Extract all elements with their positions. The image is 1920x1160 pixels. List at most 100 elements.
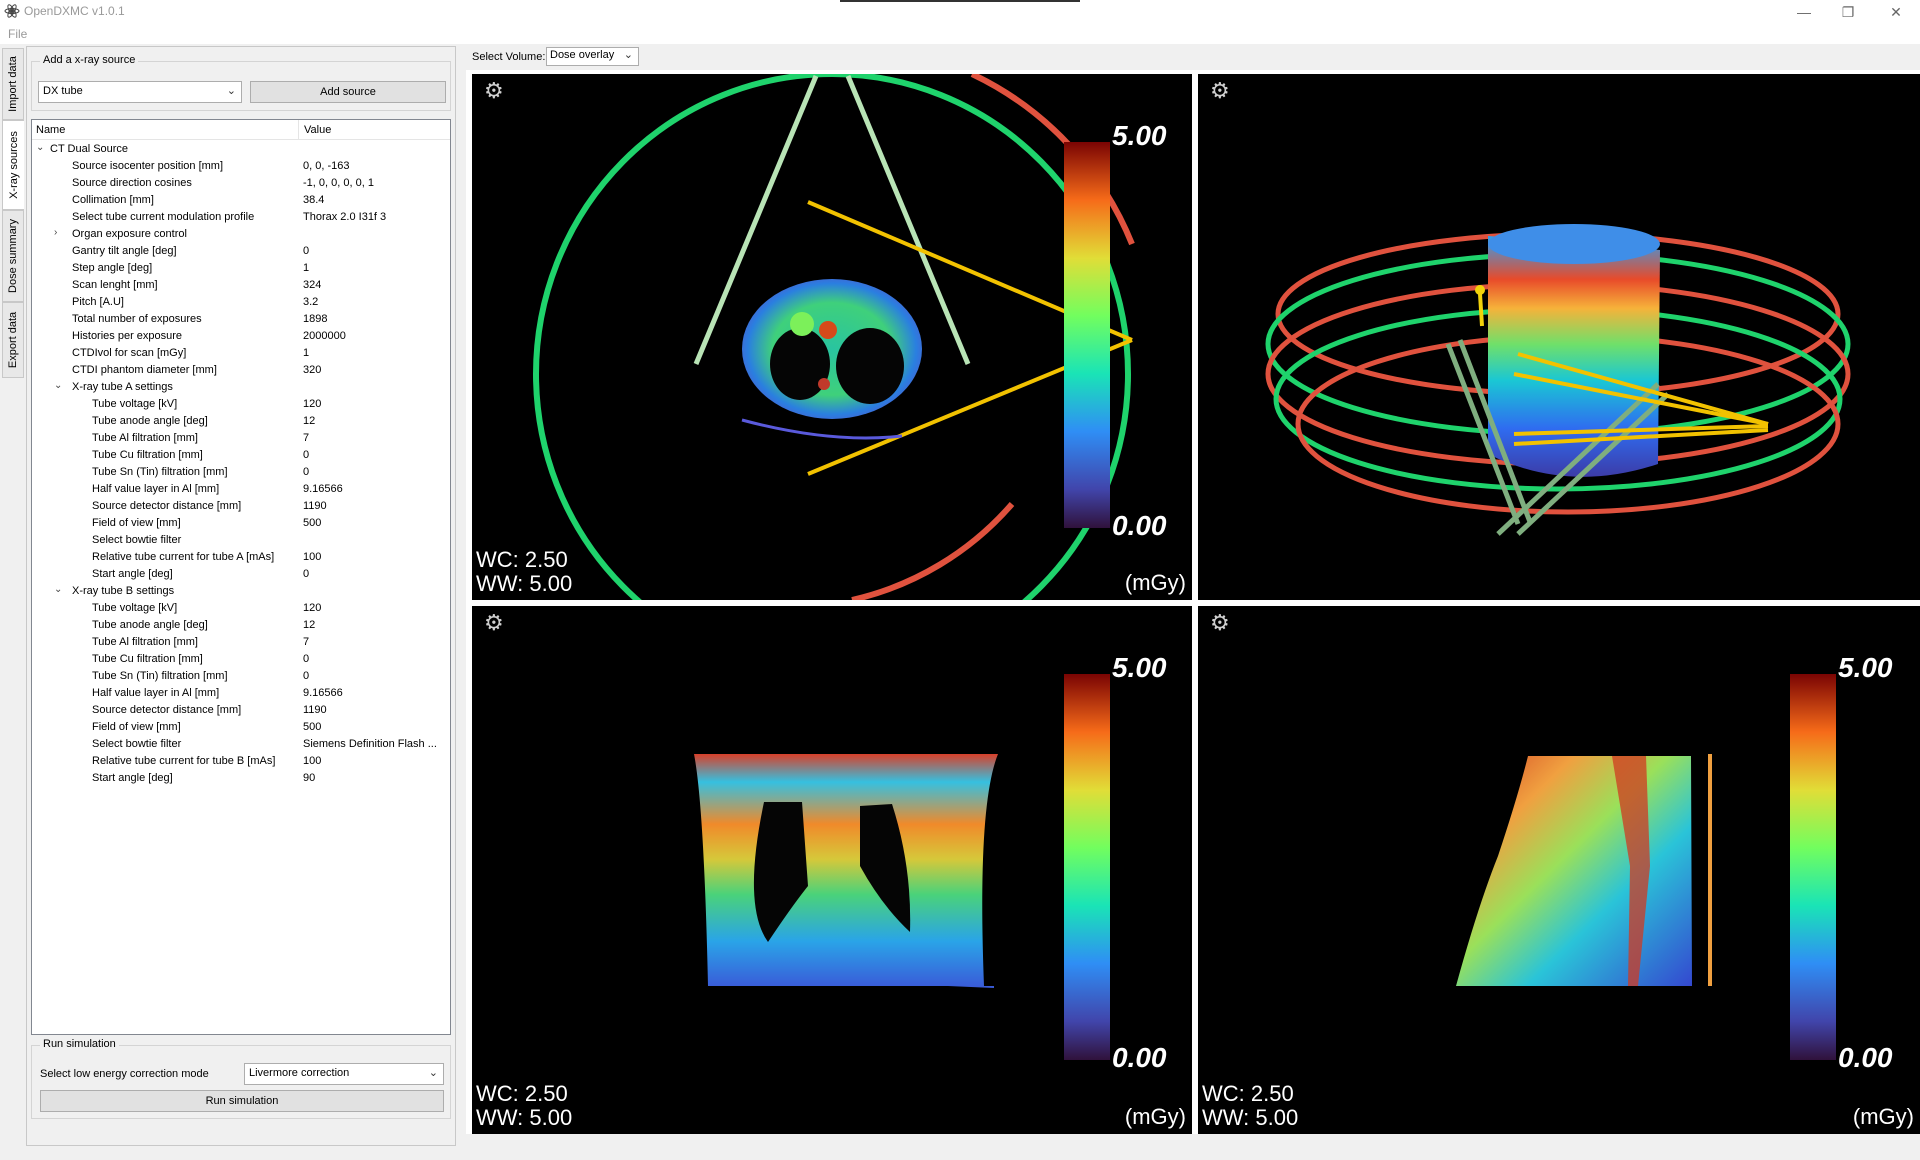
tree-row-value[interactable]: 1190 [303,500,327,512]
restore-icon[interactable]: ❐ [1841,4,1855,20]
gear-icon[interactable]: ⚙ [1210,610,1230,635]
tree-row[interactable]: ⌄ X-ray tube B settings [32,583,450,600]
tree-row[interactable]: Tube Cu filtration [mm] 0 [32,447,450,464]
viewport-coronal[interactable]: ⚙ 5.00 0.00 WC: 2.50 WW: 5.00 (mGy) [472,606,1192,1134]
tree-row-value[interactable]: 7 [303,432,310,444]
tree-row-value[interactable]: 500 [303,721,322,733]
tree-row-value[interactable]: 0 [303,449,310,461]
tree-row[interactable]: Select tube current modulation profile Th… [32,209,450,226]
tree-row-value[interactable]: 120 [303,602,322,614]
tree-row-value[interactable]: 38.4 [303,194,325,206]
tree-row-value[interactable]: 1190 [303,704,327,716]
tree-row[interactable]: Half value layer in Al [mm] 9.16566 [32,685,450,702]
tree-row-value[interactable]: 12 [303,415,316,427]
tree-row[interactable]: Source detector distance [mm] 1190 [32,702,450,719]
tree-row-value[interactable]: 320 [303,364,322,376]
tree-row-value[interactable]: 9.16566 [303,687,343,699]
tree-row[interactable]: ⌄ CT Dual Source [32,141,450,158]
tree-row[interactable]: Select bowtie filter [32,532,450,549]
close-icon[interactable]: ✕ [1890,4,1902,20]
tree-row-value[interactable]: 9.16566 [303,483,343,495]
tree-row[interactable]: Field of view [mm] 500 [32,515,450,532]
tree-row[interactable]: Source isocenter position [mm] 0, 0, -163 [32,158,450,175]
tree-row-value[interactable]: 0 [303,670,310,682]
tree-row[interactable]: Source detector distance [mm] 1190 [32,498,450,515]
tree-row[interactable]: › Organ exposure control [32,226,450,243]
tab-dose-summary[interactable]: Dose summary [2,210,24,302]
tree-row[interactable]: Total number of exposures 1898 [32,311,450,328]
expand-arrow-icon[interactable]: ⌄ [54,584,63,595]
tree-row[interactable]: Field of view [mm] 500 [32,719,450,736]
tree-row-value[interactable]: 3.2 [303,296,319,308]
tab-export-data[interactable]: Export data [2,302,24,378]
minimize-icon[interactable]: — [1797,4,1811,20]
tree-row[interactable]: Step angle [deg] 1 [32,260,450,277]
add-source-button[interactable]: Add source [250,81,446,103]
tree-row-value[interactable]: 120 [303,398,322,410]
tree-row-value[interactable]: Siemens Definition Flash ... [303,738,437,750]
tree-row[interactable]: Relative tube current for tube A [mAs] 10… [32,549,450,566]
tab-xray-sources[interactable]: X-ray sources [2,120,24,210]
menu-file[interactable]: File [8,27,28,41]
tree-row-value[interactable]: 0 [303,568,310,580]
tree-row[interactable]: Gantry tilt angle [deg] 0 [32,243,450,260]
tree-row-name: Tube Cu filtration [mm] [92,653,203,665]
collapse-arrow-icon[interactable]: › [54,227,58,238]
tree-row[interactable]: ⌄ X-ray tube A settings [32,379,450,396]
gear-icon[interactable]: ⚙ [484,610,504,635]
tab-import-data[interactable]: Import data [2,48,24,120]
viewport-sagittal[interactable]: ⚙ 5.00 0.00 WC: 2.50 WW: 5.00 (mGy) [1198,606,1920,1134]
tree-row[interactable]: Half value layer in Al [mm] 9.16566 [32,481,450,498]
tree-row-value[interactable]: 12 [303,619,316,631]
tree-row-name: Source detector distance [mm] [92,704,242,716]
tree-row[interactable]: Start angle [deg] 90 [32,770,450,787]
tree-row-value[interactable]: 324 [303,279,322,291]
tree-row-value[interactable]: 90 [303,772,316,784]
tree-row-value[interactable]: 2000000 [303,330,346,342]
tree-row-value[interactable]: 100 [303,755,322,767]
tree-row-value[interactable]: 1898 [303,313,328,325]
tree-row[interactable]: Tube anode angle [deg] 12 [32,413,450,430]
volume-select[interactable]: Dose overlay ⌄ [546,47,639,66]
tree-row[interactable]: Tube voltage [kV] 120 [32,600,450,617]
gear-icon[interactable]: ⚙ [484,78,504,103]
tree-row[interactable]: Histories per exposure 2000000 [32,328,450,345]
tree-row[interactable]: Tube Sn (Tin) filtration [mm] 0 [32,668,450,685]
tree-row[interactable]: Tube Al filtration [mm] 7 [32,430,450,447]
tree-row[interactable]: Tube Al filtration [mm] 7 [32,634,450,651]
expand-arrow-icon[interactable]: ⌄ [36,142,45,153]
tree-row[interactable]: CTDIvol for scan [mGy] 1 [32,345,450,362]
tree-row-value[interactable]: 0, 0, -163 [303,160,350,172]
tree-row-value[interactable]: 100 [303,551,322,563]
sagittal-render [1456,754,1712,986]
tree-row-value[interactable]: 500 [303,517,322,529]
gear-icon[interactable]: ⚙ [1210,78,1230,103]
tree-row[interactable]: CTDI phantom diameter [mm] 320 [32,362,450,379]
correction-mode-select[interactable]: Livermore correction ⌄ [244,1063,444,1085]
tree-row[interactable]: Collimation [mm] 38.4 [32,192,450,209]
run-simulation-button[interactable]: Run simulation [40,1090,444,1112]
tree-row[interactable]: Scan lenght [mm] 324 [32,277,450,294]
tree-row-value[interactable]: 1 [303,347,310,359]
tree-row-value[interactable]: Thorax 2.0 I31f 3 [303,211,387,223]
expand-arrow-icon[interactable]: ⌄ [54,380,63,391]
tree-row-value[interactable]: 1 [303,262,310,274]
tree-row[interactable]: Relative tube current for tube B [mAs] 10… [32,753,450,770]
tree-row-value[interactable]: 0 [303,466,310,478]
tree-row-value[interactable]: -1, 0, 0, 0, 0, 1 [303,177,374,189]
viewport-axial[interactable]: ⚙ 5.00 0.00 WC: 2.50 WW: 5.00 (mGy) [472,74,1192,600]
tree-row[interactable]: Pitch [A.U] 3.2 [32,294,450,311]
tree-row[interactable]: Tube Cu filtration [mm] 0 [32,651,450,668]
tree-row[interactable]: Tube voltage [kV] 120 [32,396,450,413]
tree-row-value[interactable]: 0 [303,245,310,257]
tree-row[interactable]: Tube Sn (Tin) filtration [mm] 0 [32,464,450,481]
tree-row-value[interactable]: 7 [303,636,310,648]
source-properties-tree[interactable]: Name Value ⌄ CT Dual Source Source isocent… [31,119,451,1035]
tree-row[interactable]: Start angle [deg] 0 [32,566,450,583]
tree-row-value[interactable]: 0 [303,653,310,665]
tree-row[interactable]: Source direction cosines -1, 0, 0, 0, 0, … [32,175,450,192]
viewport-3d[interactable]: ⚙ [1198,74,1920,600]
tree-row[interactable]: Tube anode angle [deg] 12 [32,617,450,634]
tree-row[interactable]: Select bowtie filter Siemens Definition F… [32,736,450,753]
source-type-select[interactable]: DX tube ⌄ [38,81,242,103]
